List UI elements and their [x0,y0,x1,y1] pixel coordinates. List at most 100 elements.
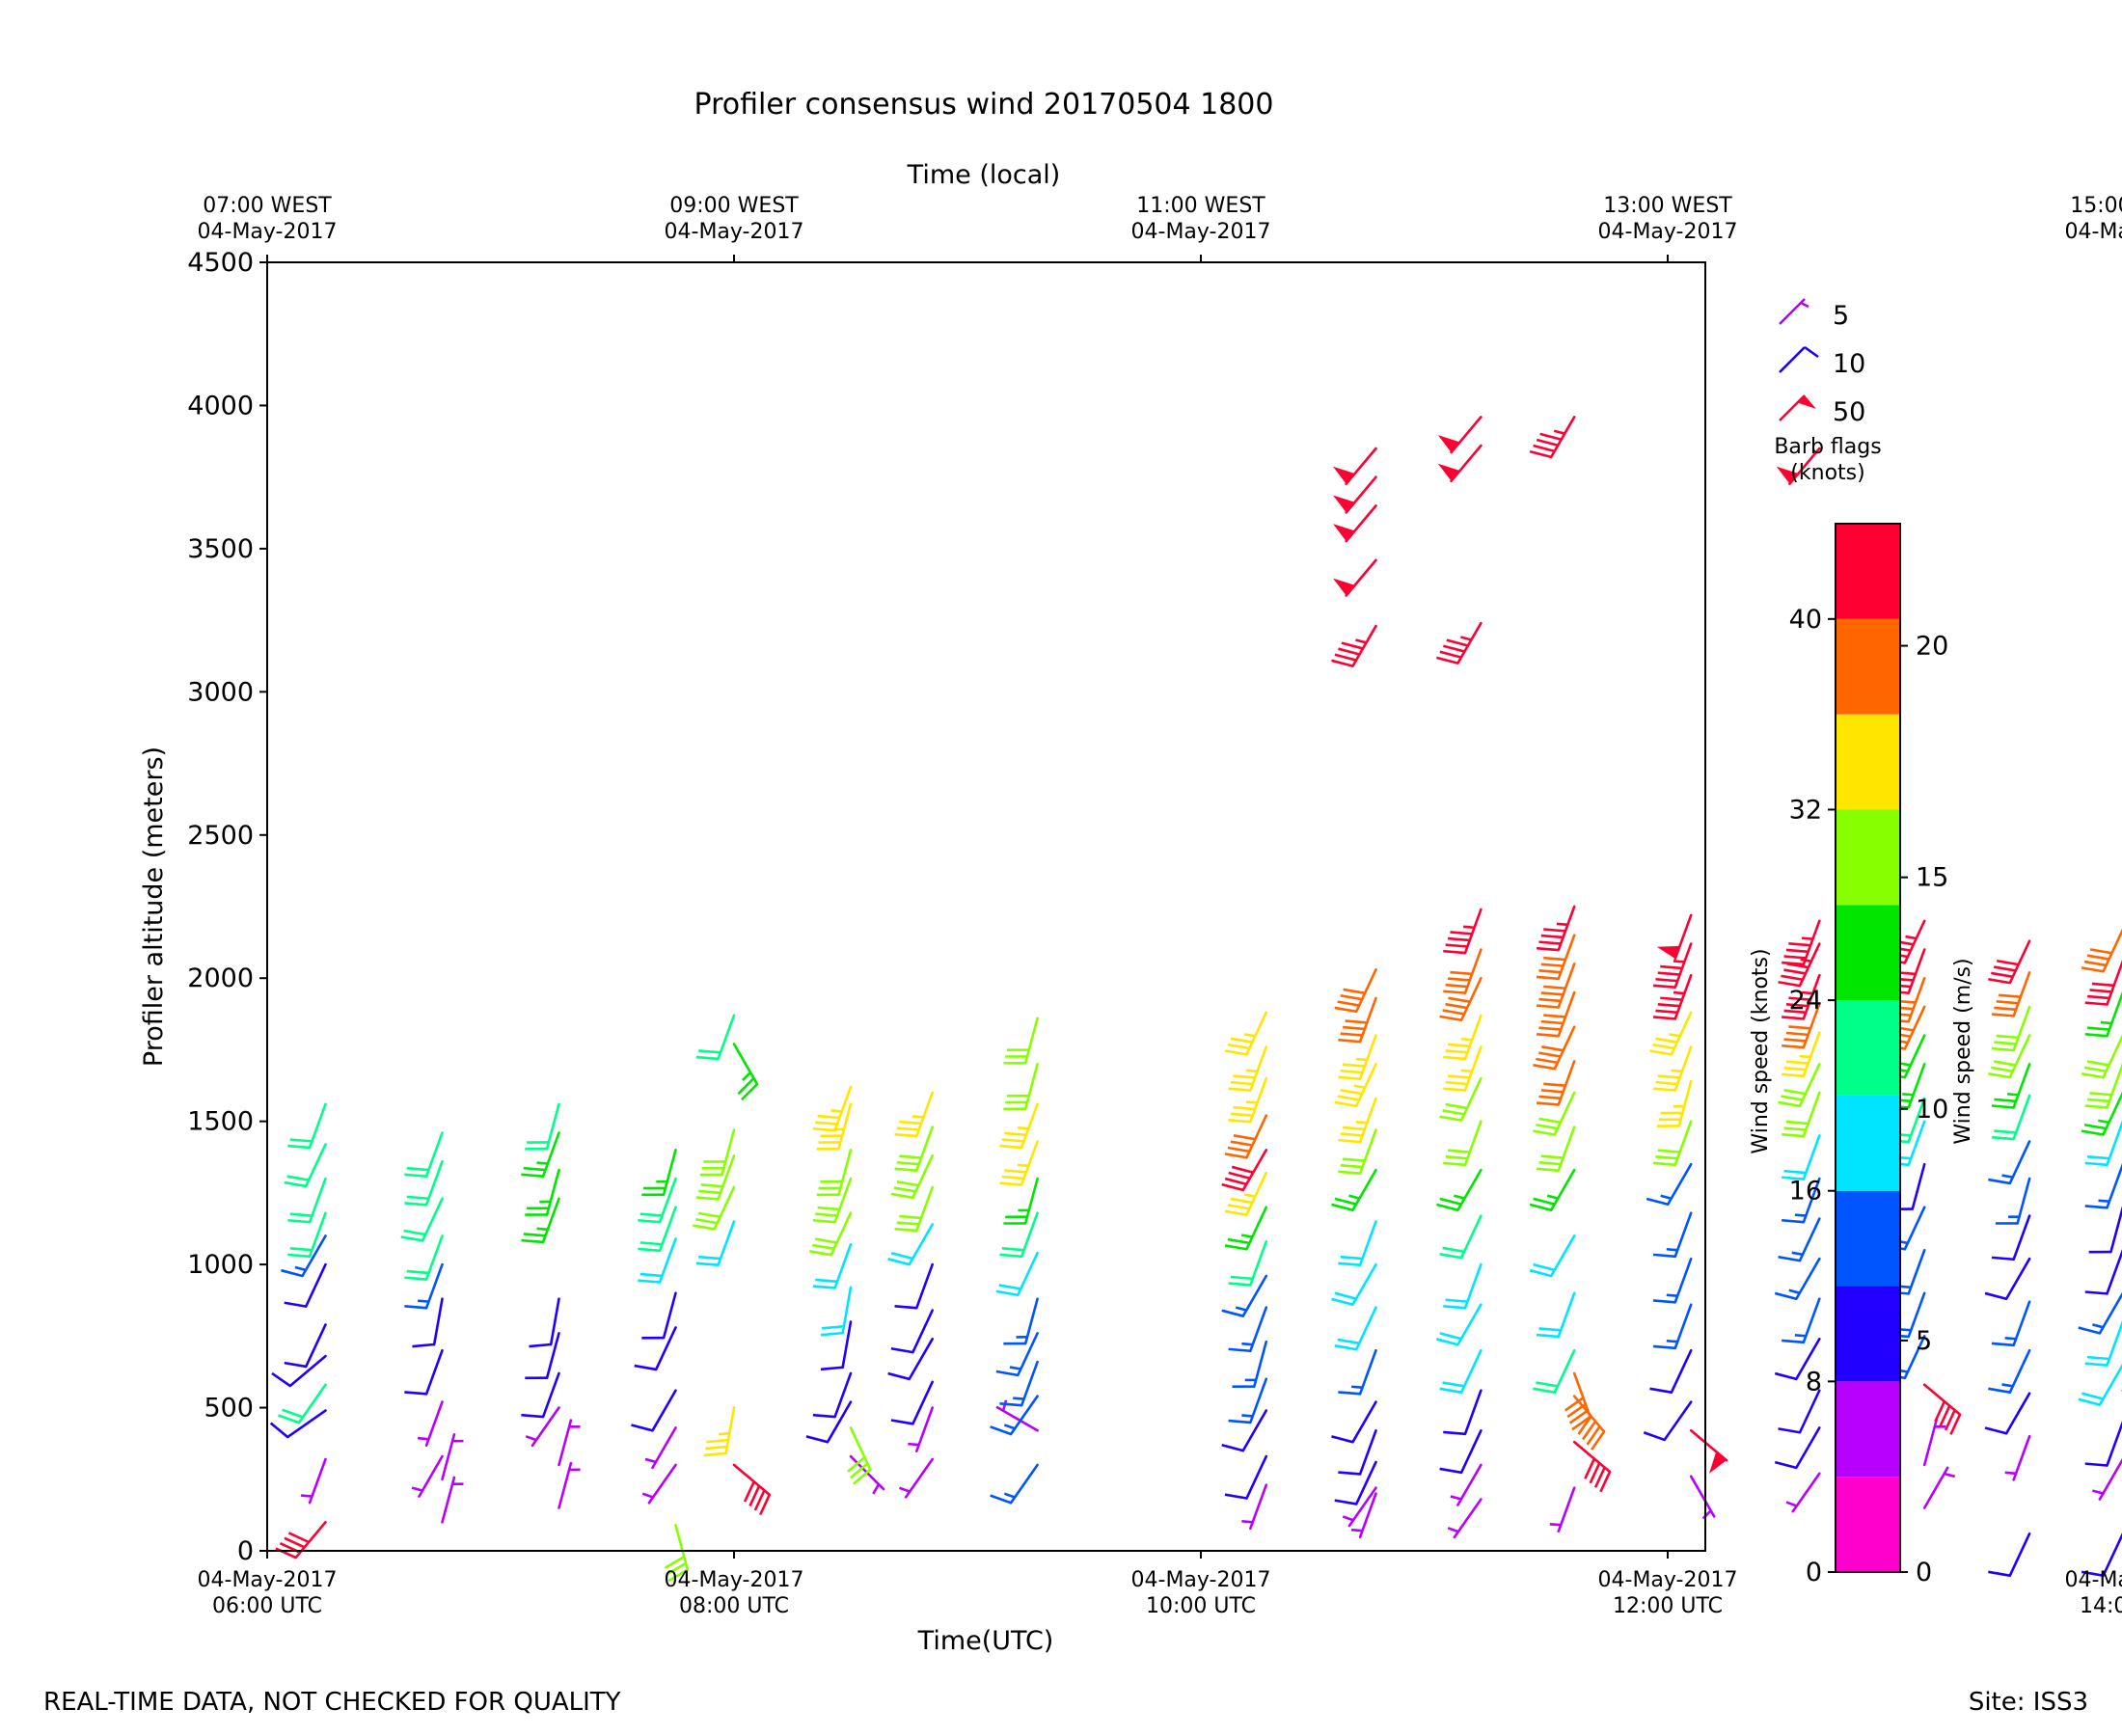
wind-barb [1224,1171,1268,1216]
barb-flag [1437,435,1460,453]
barb-full [1338,1075,1361,1081]
barb-full [631,1424,653,1432]
barb-full [523,1233,546,1237]
wind-barb [1228,1377,1268,1424]
wind-barb [1991,1300,2031,1347]
top-tick-label: 07:00 WEST [203,194,332,218]
wind-barb [1652,1257,1693,1304]
barb-full [529,1343,552,1348]
barb-full [403,1229,426,1236]
barb-full [282,1408,304,1419]
barb-full [1783,1009,1807,1015]
wind-barb [1443,1120,1483,1167]
barb-half [1235,1306,1247,1312]
barb-shaft [658,1206,677,1253]
barb-half [418,1436,429,1441]
barb-full [698,1255,721,1261]
x-tick-date: 04-May-2017 [2065,1568,2122,1592]
barb-full [1334,1344,1357,1351]
barb-full [1536,1057,1559,1065]
barb-shaft [1456,1463,1483,1506]
barb-shaft [304,1323,327,1369]
wind-barb [1782,1002,1821,1049]
legend-barb-shaft [1779,298,1806,325]
barb-shaft [1673,1045,1693,1092]
barb-full [2084,1462,2108,1467]
barb-full [1442,1009,1465,1016]
wind-barb [1988,1034,2031,1079]
wind-barb [1536,990,1576,1038]
barb-shaft [833,1085,853,1132]
x-tick-label: 08:00 UTC [679,1594,789,1618]
wind-barb [1536,1060,1576,1106]
barb-full [1221,1309,1244,1317]
barb-full [1442,1109,1465,1116]
colorbar-bin [1836,1286,1900,1382]
barb-full [1439,650,1462,659]
wind-barb [558,1461,581,1509]
barb-full [1334,1291,1357,1300]
barb-full [1227,1043,1250,1050]
barb-full [1340,1088,1363,1096]
wind-barb [287,1102,327,1150]
wind-barb [1338,1429,1377,1476]
wind-barb [1436,1303,1483,1346]
barb-full [400,1235,423,1242]
wind-barb [732,1463,772,1516]
colorbar-bin [1836,618,1900,715]
legend-label: 10 [1833,349,1865,379]
wind-barb [529,1297,560,1348]
top-tick-date: 04-May-2017 [198,220,338,244]
barb-half [644,1457,657,1464]
barb-half [1546,1194,1559,1200]
wind-barb [1338,996,1377,1044]
barb-half [1454,1194,1465,1200]
top-tick-date: 04-May-2017 [1598,220,1738,244]
colorbar-tick-label-ms: 20 [1916,632,1948,662]
wind-barb [812,1085,853,1132]
wind-barb [1778,1062,1821,1108]
barb-shaft [1549,1168,1576,1212]
barb-shaft [830,1211,853,1257]
barb-full [638,1247,661,1253]
barb-shaft [441,1433,456,1481]
wind-barb [411,1454,444,1498]
wind-barb [1991,970,2031,1017]
barb-shaft [288,1354,327,1388]
barb-full [2084,1001,2108,1006]
barb-shaft [1677,1079,1693,1127]
wind-barb [995,1251,1039,1297]
barb-shaft [1557,963,1576,1009]
barb-half [2007,1092,2019,1097]
barb-full [1590,1430,1606,1451]
barb-full [1540,991,1564,996]
barb-shaft [2004,1392,2031,1435]
barb-shaft [833,1371,853,1419]
barb-shaft [1241,1149,1268,1192]
barb-shaft [1802,1297,1821,1344]
barb-shaft [1907,1062,1926,1109]
barb-shaft [1557,1126,1576,1173]
barb-full [1778,1100,1801,1108]
barb-shaft [424,1131,444,1178]
barb-shaft [841,1286,853,1335]
barb-shaft [1666,1162,1693,1207]
barb-full [1783,1088,1807,1096]
barb-full [1541,1045,1564,1052]
barb-shaft [1345,504,1377,543]
barb-full [634,1364,657,1371]
barb-full [1564,1397,1585,1412]
wind-barb [1782,1297,1821,1344]
barb-shaft [1802,1134,1821,1180]
barb-full [287,1532,310,1544]
barb-shaft [662,1149,677,1197]
barb-full [664,1555,685,1569]
barb-shaft [1023,1177,1039,1225]
barb-shaft [2098,1364,2122,1406]
barb-full [1999,993,2021,998]
barb-full [2084,1290,2108,1295]
barb-full [995,1370,1019,1377]
barb-shaft [1795,1426,1821,1470]
barb-half [1899,1062,1912,1067]
barb-shaft [2106,991,2122,1038]
